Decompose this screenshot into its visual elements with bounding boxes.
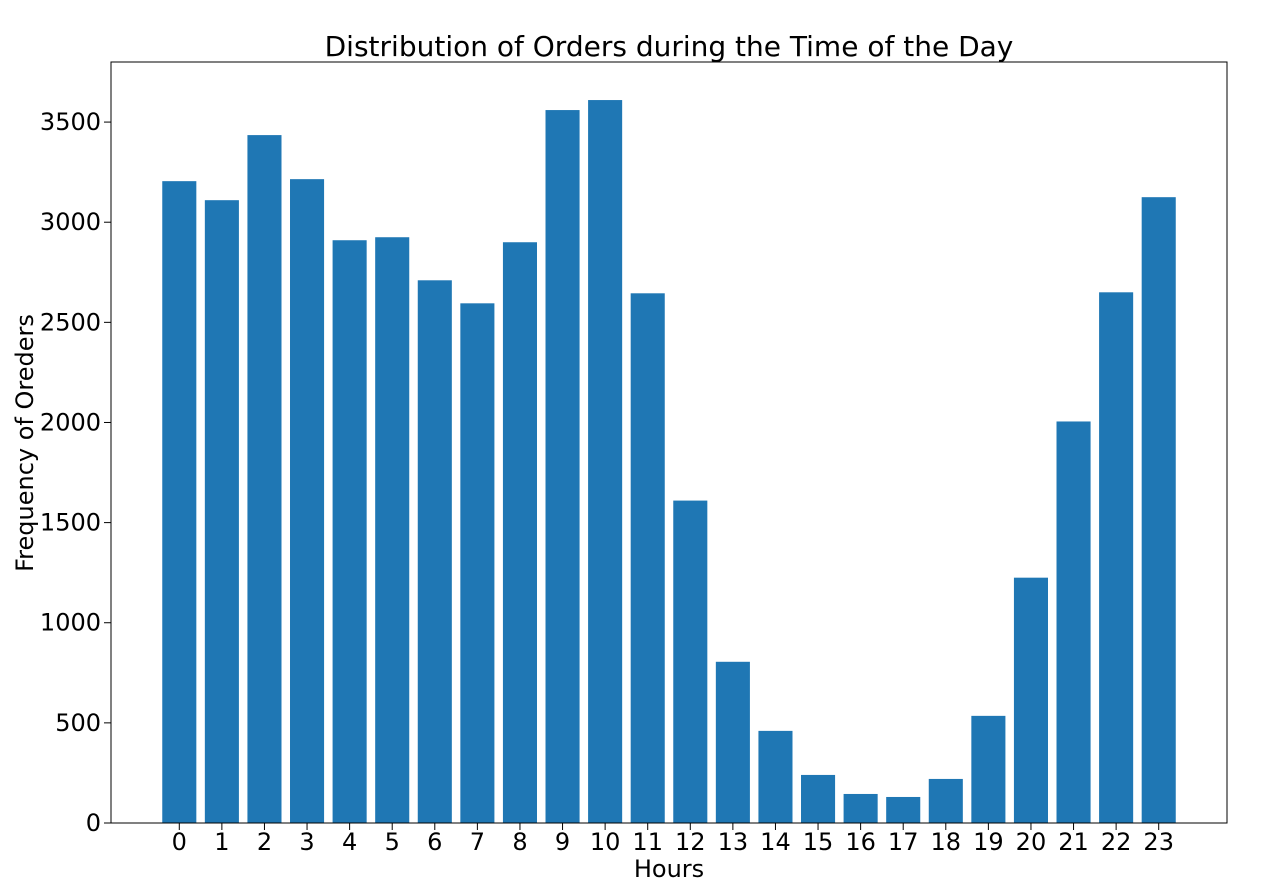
x-axis-label: Hours [634,855,704,883]
bar-hour-1 [204,200,239,823]
bar-hour-13 [715,661,750,823]
x-tick-label: 18 [931,828,962,856]
bar-hour-17 [886,796,921,823]
y-tick-label: 3000 [40,208,101,236]
x-tick-label: 20 [1016,828,1047,856]
bar-hour-23 [1141,197,1176,823]
x-tick-label: 10 [590,828,621,856]
x-tick-label: 5 [385,828,400,856]
bar-hour-3 [290,179,325,823]
x-tick-label: 15 [803,828,834,856]
x-tick-label: 17 [888,828,919,856]
y-axis-label: Frequency of Oreders [11,314,39,572]
bar-hour-4 [332,240,367,824]
y-axis: 0 500 1000 1500 2000 2500 3000 3500 [40,108,111,837]
x-tick-label: 21 [1058,828,1089,856]
bar-hour-20 [1013,577,1048,823]
bar-hour-16 [843,793,878,823]
bar-hour-5 [375,237,410,824]
x-tick-label: 2 [257,828,272,856]
bar-hour-14 [758,730,793,823]
bar-hour-22 [1099,292,1134,823]
x-tick-label: 1 [214,828,229,856]
x-tick-label: 16 [845,828,876,856]
y-tick-label: 500 [55,709,101,737]
x-tick-label: 23 [1143,828,1174,856]
bar-hour-7 [460,303,495,823]
bar-hour-8 [502,242,537,824]
y-tick-label: 0 [86,809,101,837]
x-tick-label: 22 [1101,828,1132,856]
bars-group [162,100,1176,824]
x-tick-label: 0 [172,828,187,856]
x-tick-label: 7 [470,828,485,856]
x-tick-label: 11 [632,828,663,856]
x-axis: 0 1 2 3 4 5 6 7 8 9 10 11 12 13 14 15 16 17 18 19 20 21 22 23 [172,823,1174,856]
x-tick-label: 6 [427,828,442,856]
x-tick-label: 9 [555,828,570,856]
bar-hour-15 [801,774,836,823]
bar-hour-11 [630,293,665,823]
x-tick-label: 19 [973,828,1004,856]
chart-title: Distribution of Orders during the Time o… [325,30,1014,63]
y-tick-label: 2500 [40,308,101,336]
x-tick-label: 14 [760,828,791,856]
bar-hour-19 [971,715,1006,823]
x-tick-label: 4 [342,828,357,856]
bar-hour-12 [673,500,708,823]
bar-hour-21 [1056,421,1091,823]
y-tick-label: 3500 [40,108,101,136]
bar-hour-10 [588,100,623,824]
bar-hour-2 [247,135,282,824]
x-tick-label: 3 [299,828,314,856]
x-tick-label: 13 [718,828,749,856]
bar-hour-6 [417,280,452,823]
x-tick-label: 12 [675,828,706,856]
y-tick-label: 2000 [40,408,101,436]
x-tick-label: 8 [512,828,527,856]
y-tick-label: 1000 [40,609,101,637]
bar-hour-18 [928,778,963,823]
bar-hour-9 [545,110,580,823]
y-tick-label: 1500 [40,509,101,537]
bar-hour-0 [162,181,197,823]
plot-frame [110,61,1228,824]
